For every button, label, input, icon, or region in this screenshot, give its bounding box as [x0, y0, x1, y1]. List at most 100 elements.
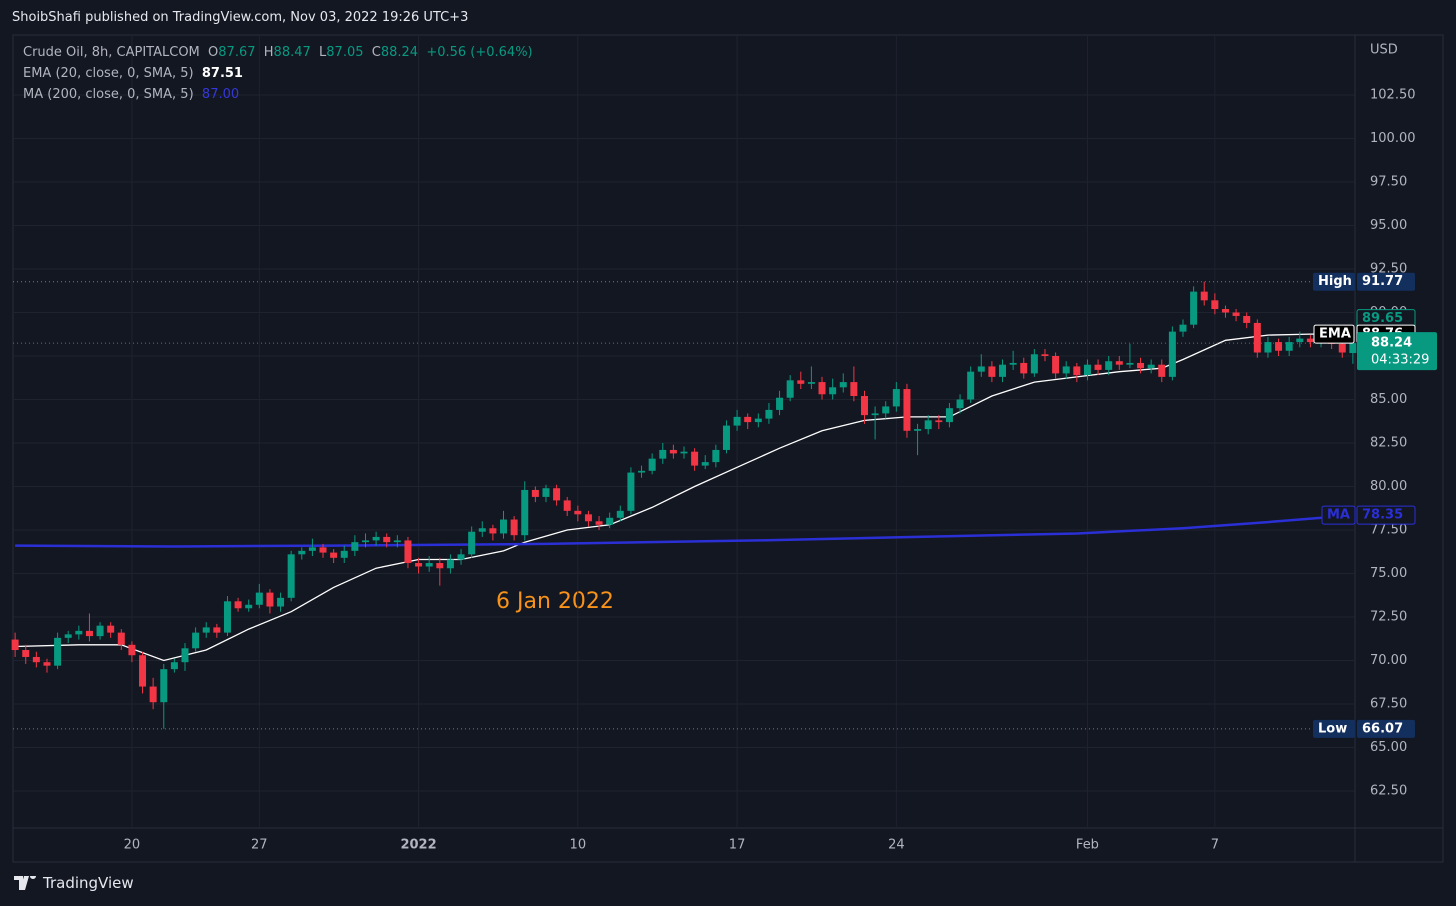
candle-body — [595, 521, 603, 525]
candle-body — [393, 540, 401, 543]
candle-body — [436, 563, 444, 569]
price-tag-label-box — [1313, 272, 1355, 291]
y-tick-label: 75.00 — [1370, 566, 1407, 581]
publisher: ShoibShafi published on TradingView.com,… — [12, 10, 469, 25]
ohlc-value: 88.47 — [273, 45, 311, 60]
change: +0.56 (+0.64%) — [426, 45, 533, 60]
price-tag-label: Low — [1318, 721, 1347, 736]
legend-row: Crude Oil, 8h, CAPITALCOM O87.67 H88.47 … — [23, 45, 533, 60]
candle-body — [85, 630, 93, 637]
candle-body — [839, 382, 847, 388]
candle-body — [383, 536, 391, 543]
price-tag-label: MA — [1327, 508, 1350, 523]
candle-body — [160, 669, 168, 703]
candle-body — [96, 625, 104, 637]
candle-body — [967, 371, 975, 400]
y-tick-label: 102.50 — [1370, 88, 1416, 103]
candle-body — [255, 592, 263, 605]
candle-body — [149, 686, 157, 703]
candle-body — [1221, 309, 1229, 313]
candle-body — [308, 547, 316, 551]
candle-body — [850, 382, 858, 397]
candle-body — [351, 542, 359, 551]
price-tag-label: EMA — [1319, 327, 1351, 342]
price-tag: 89.65 — [1362, 311, 1403, 326]
x-tick-label: 2022 — [400, 838, 436, 853]
y-tick-label: 85.00 — [1370, 392, 1407, 407]
candle-body — [1094, 364, 1102, 370]
candle-body — [616, 510, 624, 518]
ohlc-label: C — [371, 45, 381, 60]
candle-body — [999, 364, 1007, 377]
price-tag-label-box — [1313, 324, 1355, 344]
currency: USD — [1370, 43, 1398, 58]
candle-body — [11, 639, 19, 651]
candle-body — [871, 413, 879, 416]
candle-body — [818, 382, 826, 395]
ohlc-value: 87.67 — [218, 45, 256, 60]
candle-body — [478, 528, 486, 532]
candle-body — [468, 531, 476, 555]
y-tick-label: 95.00 — [1370, 218, 1407, 233]
candle-body — [1020, 362, 1028, 374]
candle-body — [1052, 355, 1060, 374]
candle-body — [510, 519, 518, 536]
price-tag-box — [1357, 272, 1415, 291]
candle-body — [117, 632, 125, 645]
candle-body — [1126, 362, 1134, 365]
indicator-line — [15, 333, 1353, 662]
candle-body — [223, 601, 231, 633]
candle-body — [457, 554, 465, 560]
candle-body — [287, 554, 295, 598]
candle-body — [1137, 362, 1145, 369]
candle-body — [1296, 338, 1304, 343]
candle-body — [277, 597, 285, 607]
candle-body — [202, 627, 210, 633]
candle-body — [553, 488, 561, 501]
candle-body — [574, 510, 582, 515]
ohlc-label: O — [208, 45, 219, 60]
candle-body — [1285, 342, 1293, 351]
indicator-value: 87.51 — [201, 66, 243, 81]
candle-body — [563, 500, 571, 511]
candle-body — [1062, 366, 1070, 374]
candle-body — [733, 416, 741, 426]
candle-body — [807, 382, 815, 384]
candle-body — [903, 389, 911, 431]
x-tick-label: 7 — [1211, 838, 1219, 853]
last-price-box — [1357, 332, 1437, 371]
candle-body — [1105, 361, 1113, 370]
legend-row: EMA (20, close, 0, SMA, 5) 87.51 — [23, 66, 243, 81]
x-tick-label: 24 — [888, 838, 905, 853]
candle-body — [1009, 362, 1017, 365]
x-tick-label: 17 — [729, 838, 746, 853]
candle-body — [1083, 364, 1091, 376]
candle-body — [1190, 291, 1198, 325]
candle-body — [712, 449, 720, 463]
candle-body — [1041, 354, 1049, 356]
candle-body — [521, 489, 529, 536]
countdown: 04:33:29 — [1371, 353, 1429, 368]
symbol: Crude Oil, 8h, CAPITALCOM — [23, 45, 200, 60]
price-tag: 78.35 — [1362, 508, 1403, 523]
y-tick-label: 62.50 — [1370, 783, 1407, 798]
candle-body — [1306, 338, 1314, 343]
x-tick-label: 20 — [124, 838, 141, 853]
candle-body — [319, 547, 327, 553]
y-tick-label: 67.50 — [1370, 696, 1407, 711]
candle-body — [1264, 342, 1272, 353]
candle-body — [372, 536, 380, 541]
price-tag: 66.07 — [1362, 721, 1403, 736]
candle-body — [234, 601, 242, 609]
y-tick-label: 97.50 — [1370, 175, 1407, 190]
ohlc-value: 88.24 — [380, 45, 419, 60]
x-tick-label: 10 — [570, 838, 587, 853]
candle-body — [330, 552, 338, 558]
price-tag: 91.77 — [1362, 274, 1403, 289]
candle-body — [892, 389, 900, 407]
indicator-line — [15, 513, 1354, 548]
candle-body — [1179, 324, 1187, 332]
candle-body — [797, 380, 805, 384]
price-tag-box — [1356, 505, 1416, 525]
